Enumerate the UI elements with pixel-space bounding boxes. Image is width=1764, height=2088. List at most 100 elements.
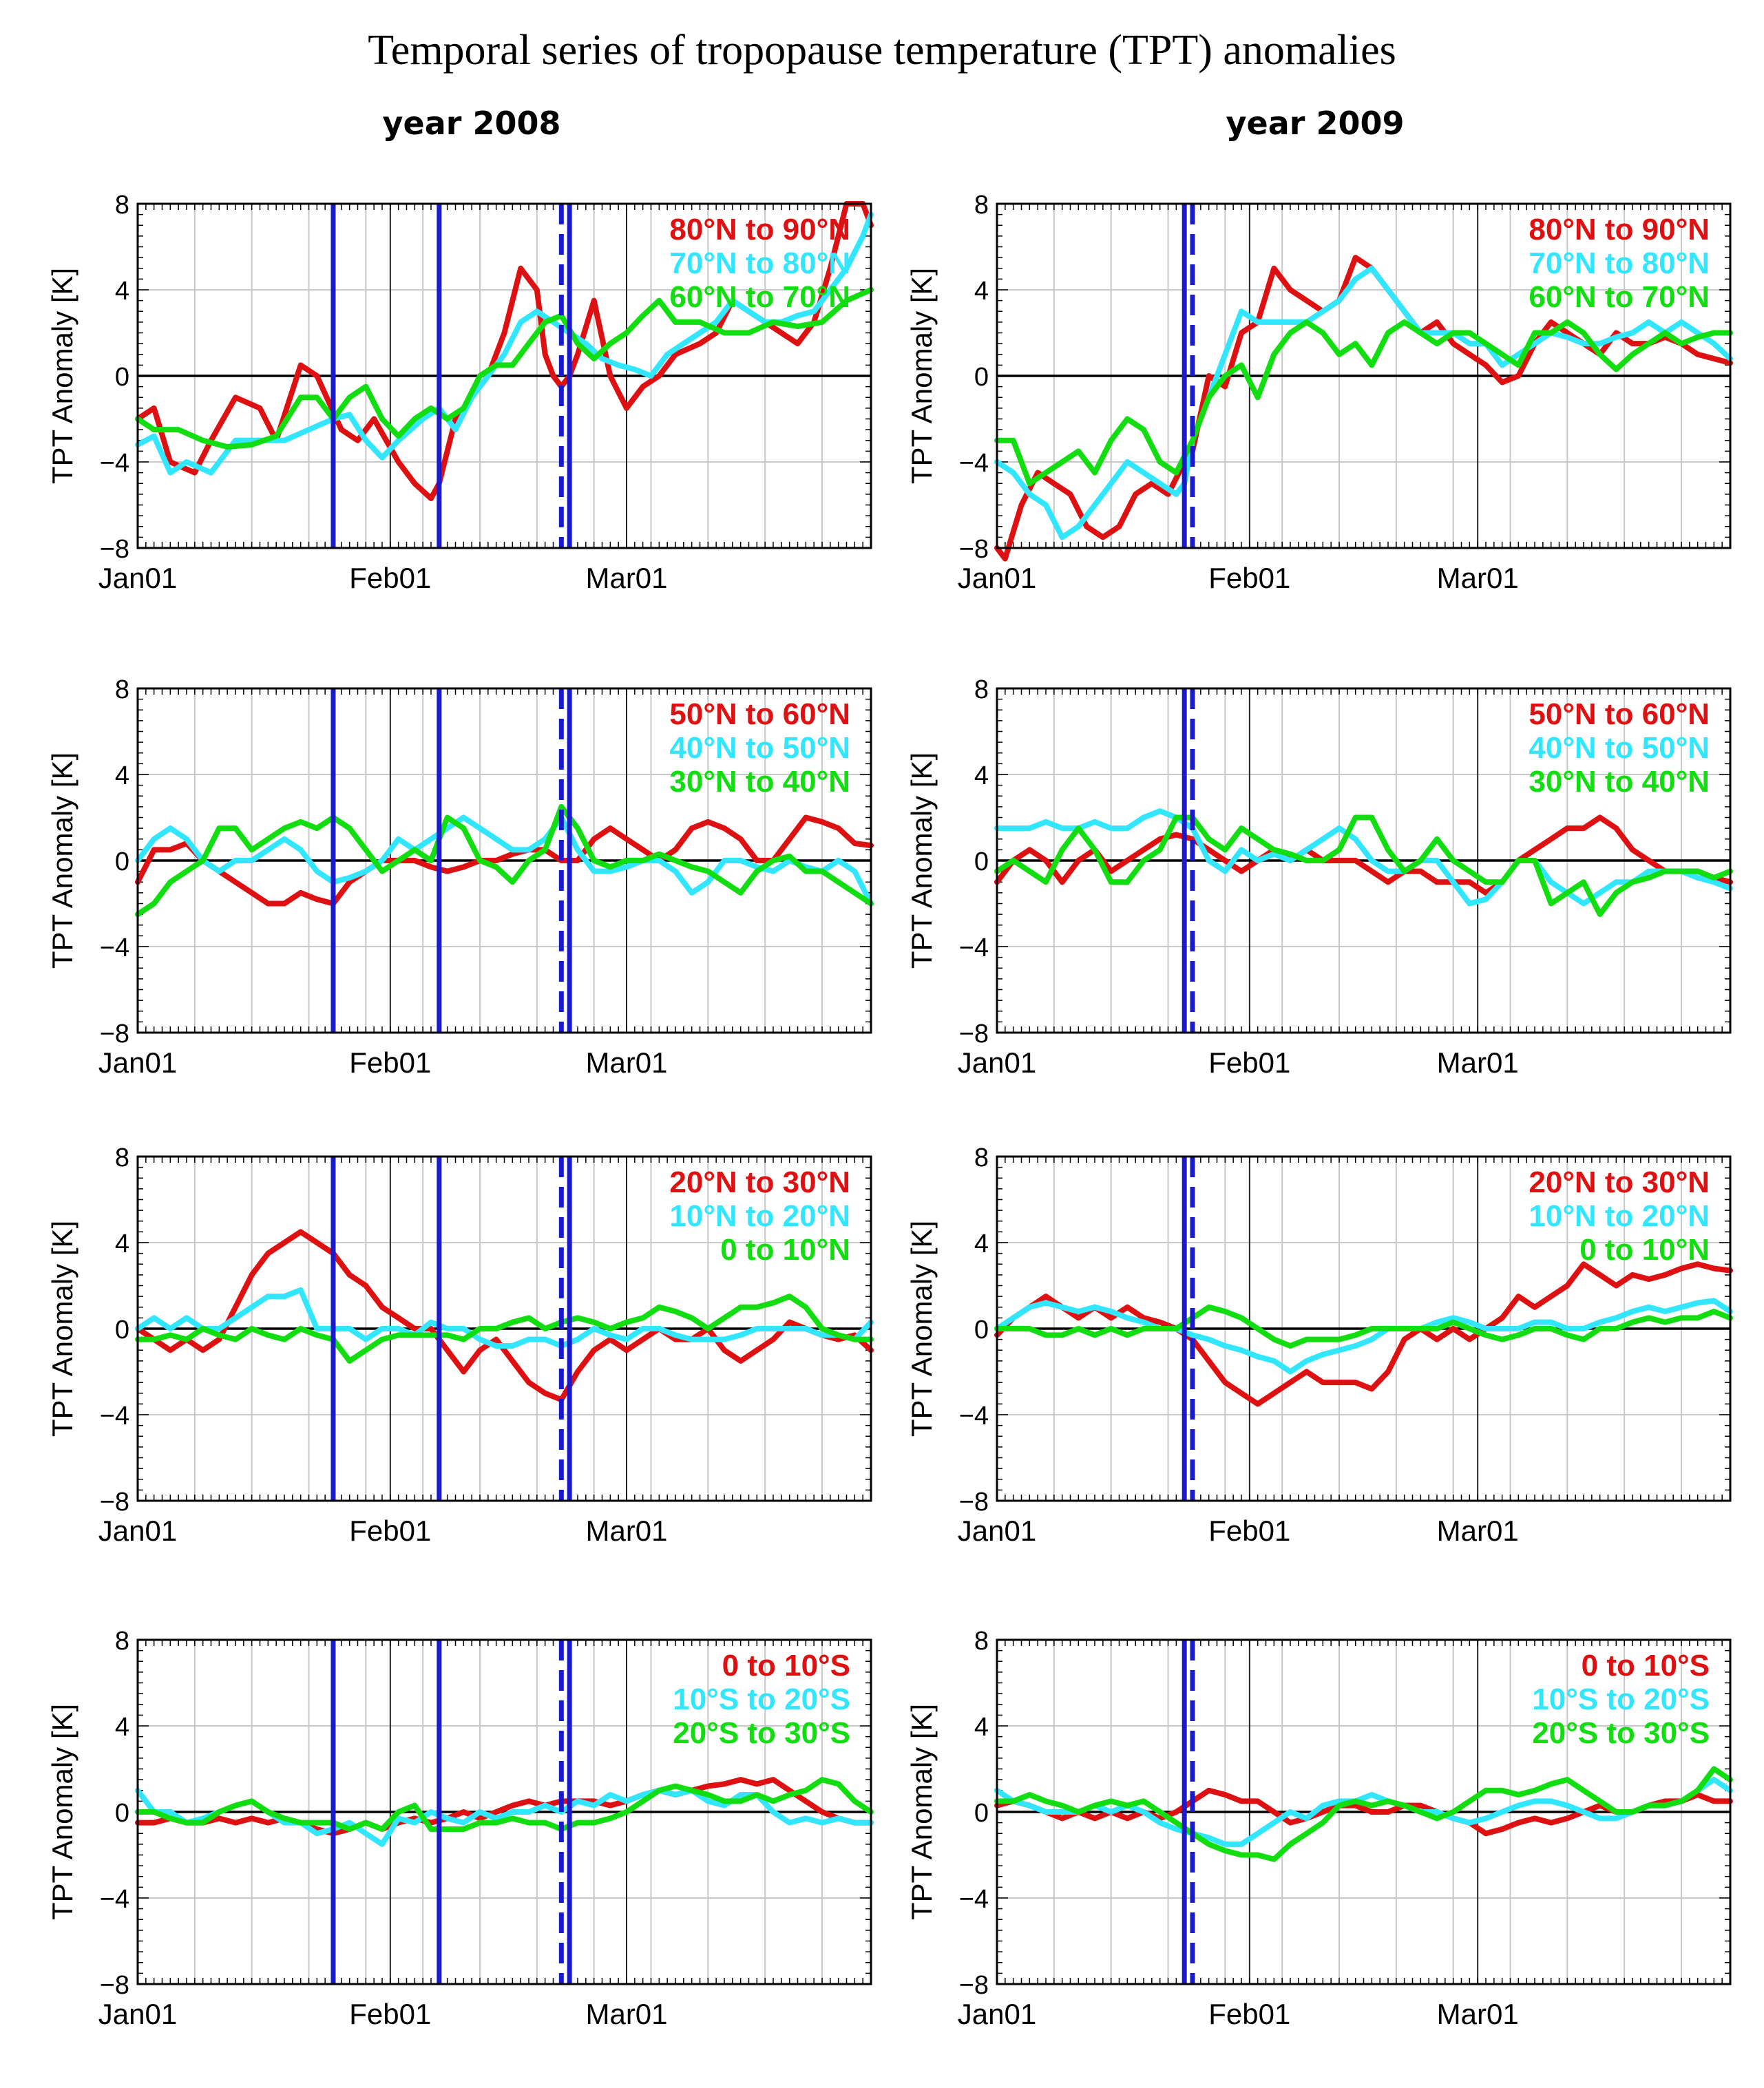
x-tick-label: Feb01 [1208,1515,1290,1547]
legend-entry-50n-to-60n: 50°N to 60°N [1529,697,1710,731]
y-axis-label: TPT Anomaly [K] [905,1221,938,1437]
x-tick-label: Mar01 [585,562,667,594]
y-axis-label: TPT Anomaly [K] [46,752,78,969]
x-tick-label: Feb01 [349,562,431,594]
series-line-70n-to-80n [994,265,1733,540]
y-axis-label: TPT Anomaly [K] [46,268,78,484]
legend-entry-20s-to-30s: 20°S to 30°S [673,1716,850,1750]
series-line-20n-to-30n [135,1229,874,1403]
x-tick-label: Feb01 [349,1046,431,1079]
series-line-0-to-10n [994,1304,1733,1349]
legend-entry-10s-to-20s: 10°S to 20°S [1532,1683,1710,1716]
plot-frame [136,1155,872,1502]
legend-entry-50n-to-60n: 50°N to 60°N [669,697,850,731]
series-line-60n-to-70n [135,287,874,450]
series-line-40n-to-50n [994,808,1733,907]
x-tick-label: Jan01 [958,562,1036,594]
legend-entry-10s-to-20s: 10°S to 20°S [673,1683,850,1716]
plot-frame [136,202,872,549]
y-tick-label: −8 [959,1488,989,1517]
y-tick-label: −4 [959,449,989,478]
series-line-60n-to-70n [994,319,1733,487]
y-tick-label: −8 [100,535,129,564]
x-tick-label: Jan01 [958,1046,1036,1079]
y-axis-label: TPT Anomaly [K] [905,1704,938,1920]
series-line-30n-to-40n [994,814,1733,918]
legend-entry-30n-to-40n: 30°N to 40°N [1529,765,1710,799]
y-tick-label: 8 [115,1143,129,1172]
plot-frame [996,1638,1732,1985]
x-tick-label: Mar01 [1437,1046,1519,1079]
y-tick-label: 0 [974,847,989,876]
column-title-2009: year 2009 [1226,105,1405,142]
legend-entry-70n-to-80n: 70°N to 80°N [1529,246,1710,280]
legend-entry-10n-to-20n: 10°N to 20°N [1529,1199,1710,1233]
legend-entry-60n-to-70n: 60°N to 70°N [1529,280,1710,314]
y-tick-label: 8 [115,1627,129,1656]
y-tick-label: −8 [959,535,989,564]
x-tick-label: Mar01 [585,1515,667,1547]
series-line-10n-to-20n [135,1287,874,1349]
series-line-0-to-10n [135,1294,874,1364]
series-line-10s-to-20s [994,1777,1733,1847]
y-tick-label: −4 [959,1402,989,1431]
x-tick-label: Mar01 [1437,1515,1519,1547]
y-axis-label: TPT Anomaly [K] [905,752,938,969]
x-tick-label: Mar01 [585,1998,667,2030]
y-tick-label: 8 [115,191,129,220]
y-tick-label: −8 [100,1971,129,2000]
series-line-20s-to-30s [994,1766,1733,1862]
legend-entry-40n-to-50n: 40°N to 50°N [669,731,850,765]
y-tick-label: 4 [974,1230,989,1258]
series-line-0-to-10s [135,1777,874,1837]
x-tick-label: Feb01 [349,1515,431,1547]
y-tick-label: −4 [959,1885,989,1914]
y-tick-label: 8 [974,191,989,220]
series-line-40n-to-50n [135,814,874,907]
series-line-20s-to-30s [135,1777,874,1832]
x-tick-label: Feb01 [1208,1998,1290,2030]
legend-entry-0-to-10n: 0 to 10°N [720,1233,850,1267]
y-tick-label: −8 [959,1971,989,2000]
series-line-50n-to-60n [135,814,874,907]
series-line-50n-to-60n [994,814,1733,896]
legend-entry-0-to-10s: 0 to 10°S [722,1649,850,1683]
plot-frame [136,1638,872,1985]
y-tick-label: 8 [974,675,989,704]
y-tick-label: −8 [100,1020,129,1048]
x-tick-label: Mar01 [1437,1998,1519,2030]
y-tick-label: 0 [974,1799,989,1828]
y-tick-label: 4 [115,277,129,306]
y-tick-label: 0 [974,1316,989,1344]
y-tick-label: −4 [959,934,989,962]
legend-entry-10n-to-20n: 10°N to 20°N [669,1199,850,1233]
y-tick-label: 4 [115,1713,129,1742]
y-tick-label: −8 [959,1020,989,1048]
x-tick-label: Feb01 [1208,1046,1290,1079]
series-line-70n-to-80n [135,211,874,476]
y-tick-label: −4 [100,449,129,478]
x-tick-label: Mar01 [1437,562,1519,594]
column-title-2008: year 2008 [382,105,561,142]
y-tick-label: 4 [115,1230,129,1258]
x-tick-label: Jan01 [98,562,177,594]
x-tick-label: Jan01 [98,1046,177,1079]
y-tick-label: 0 [115,1316,129,1344]
y-tick-label: 4 [974,277,989,306]
series-line-30n-to-40n [135,803,874,918]
y-tick-label: −4 [100,1402,129,1431]
legend-entry-30n-to-40n: 30°N to 40°N [669,765,850,799]
y-tick-label: 8 [974,1627,989,1656]
plot-frame [996,202,1732,549]
y-axis-label: TPT Anomaly [K] [905,268,938,484]
plot-frame [996,1155,1732,1502]
legend-entry-20s-to-30s: 20°S to 30°S [1532,1716,1710,1750]
y-tick-label: 8 [974,1143,989,1172]
y-tick-label: 4 [974,761,989,790]
